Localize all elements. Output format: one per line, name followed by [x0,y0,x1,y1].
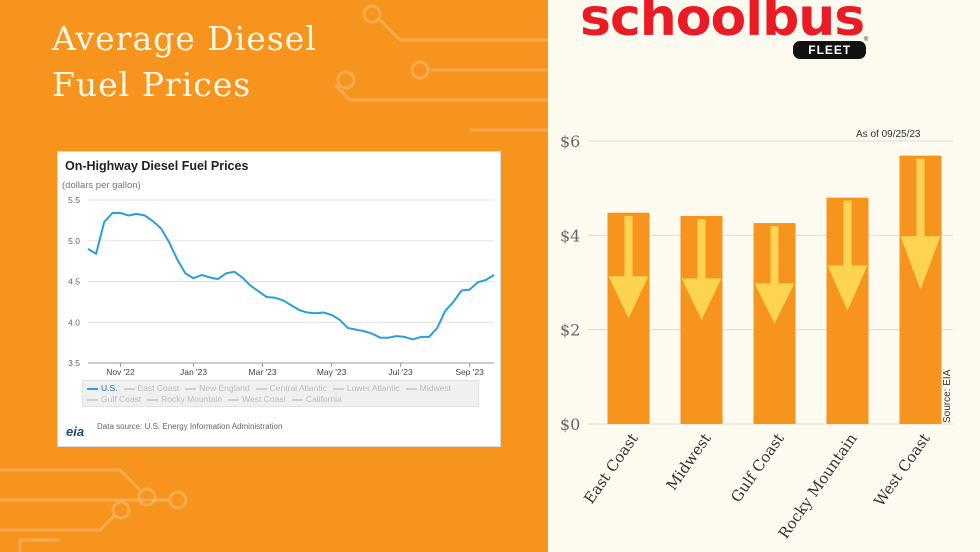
source-label: Source: EIA [942,369,953,423]
eia-legend-swatch [123,387,135,390]
eia-legend-swatch [332,387,344,390]
eia-legend-swatch [228,398,240,401]
eia-legend-label: U.S. [101,383,118,393]
bar-y-tick-label: $4 [560,226,580,245]
down-arrow-icon [827,200,868,311]
brand-registered-mark: ® [863,37,869,43]
eia-y-tick-label: 5.5 [68,195,80,205]
headline-line-2: Fuel Prices [52,65,252,104]
eia-chart-units: (dollars per gallon) [62,180,141,191]
bar-y-tick-label: $0 [560,415,580,434]
bar-y-tick-label: $2 [560,321,580,340]
circuit-node [410,60,430,80]
circuit-node [336,70,356,90]
bar-category-label: Gulf Coast [727,430,788,506]
school-bus-fleet-logo: schoolbus FLEET ® [580,0,868,59]
eia-y-tick-label: 4.5 [68,277,80,287]
down-arrow-icon [900,158,941,290]
circuit-node [168,490,188,510]
eia-legend-item[interactable]: California [291,394,342,405]
eia-x-tick-label: Nov '22 [106,367,135,377]
eia-chart-title: On-Highway Diesel Fuel Prices [65,159,249,173]
eia-legend-label: Lower Atlantic [346,383,400,393]
eia-legend-item[interactable]: U.S. [87,383,118,394]
infographic-right-panel: schoolbus FLEET ® As of 09/25/23 $0 $2 $4 $… [548,0,980,552]
eia-line-chart-card: On-Highway Diesel Fuel Prices (dollars p… [57,151,501,447]
eia-legend-item[interactable]: Midwest [405,383,451,394]
bar-category-label: Rocky Mountain [775,430,861,542]
eia-legend-label: New England [199,383,250,393]
bar-category-label: West Coast [870,430,933,510]
bar-category-label: East Coast [580,430,642,507]
eia-x-tick-label: Mar '23 [249,367,277,377]
eia-legend-item[interactable]: Central Atlantic [255,383,327,394]
eia-y-tick-label: 4.0 [68,317,80,327]
eia-legend-item[interactable]: Rocky Mountain [147,394,222,405]
eia-legend-item[interactable]: West Coast [228,394,286,405]
as-of-date: As of 09/25/23 [856,129,921,140]
down-arrow-icon [754,226,795,324]
eia-legend-item[interactable]: New England [185,383,250,394]
bar-y-tick-label: $6 [560,132,580,151]
brand-fleet-badge: FLEET [793,41,867,59]
circuit-trace [378,18,548,42]
headline-line-1: Average Diesel [52,19,317,58]
infographic-left-panel: Average Diesel Fuel Prices On-Highway Di… [0,4,548,552]
eia-legend-label: Rocky Mountain [161,394,223,404]
circuit-trace [333,83,548,102]
bar-category-label: Midwest [663,430,715,494]
eia-legend-label: Central Atlantic [269,383,327,393]
eia-legend-label: Midwest [419,383,451,393]
eia-x-tick-label: Jan '23 [180,367,207,377]
eia-x-tick-label: Sep '23 [455,367,484,377]
eia-legend: U.S. East Coast New England Central Atlanti… [82,380,479,407]
circuit-trace [18,538,60,552]
eia-legend-label: California [305,394,342,404]
eia-legend-swatch [147,398,159,401]
brand-wordmark: schoolbus [580,0,865,48]
eia-legend-label: West Coast [242,394,286,404]
eia-y-tick-label: 3.5 [68,358,80,368]
down-arrow-icon [681,218,722,320]
down-arrow-icon [608,215,649,319]
eia-legend-swatch [291,398,303,401]
eia-legend-row: Gulf Coast Rocky Mountain West Coast Califo… [87,394,478,405]
eia-legend-swatch [405,387,417,390]
regional-price-bar-chart: $0 $2 $4 $6 East Coast Midwest Gulf CoastRocky… [560,132,953,542]
eia-legend-item[interactable]: Lower Atlantic [332,383,400,394]
eia-x-tick-label: May '23 [317,367,347,377]
eia-logo: eia [66,424,85,439]
eia-legend-swatch [87,398,98,401]
eia-data-source-note: Data source: U.S. Energy Information Adm… [97,422,283,431]
circuit-node [111,500,131,520]
circuit-node [362,4,382,24]
eia-line-chart: 5.5 5.0 4.5 4.0 3.5 Nov '22 Jan '23 Mar '23 May … [68,195,495,377]
eia-legend-item[interactable]: Gulf Coast [87,394,141,405]
eia-legend-swatch [185,387,197,390]
circuit-node [137,487,157,507]
eia-legend-label: Gulf Coast [101,394,142,404]
circuit-decoration [0,4,548,552]
eia-legend-swatch [87,387,98,390]
eia-legend-row: U.S. East Coast New England Central Atlanti… [87,383,478,394]
eia-y-tick-label: 5.0 [68,236,80,246]
circuit-trace [0,513,117,532]
circuit-trace [0,468,142,492]
eia-x-tick-label: Jul '23 [388,367,413,377]
eia-legend-swatch [255,387,267,390]
eia-legend-label: East Coast [137,383,180,393]
eia-us-series-line [87,212,495,341]
eia-legend-item[interactable]: East Coast [123,383,180,394]
